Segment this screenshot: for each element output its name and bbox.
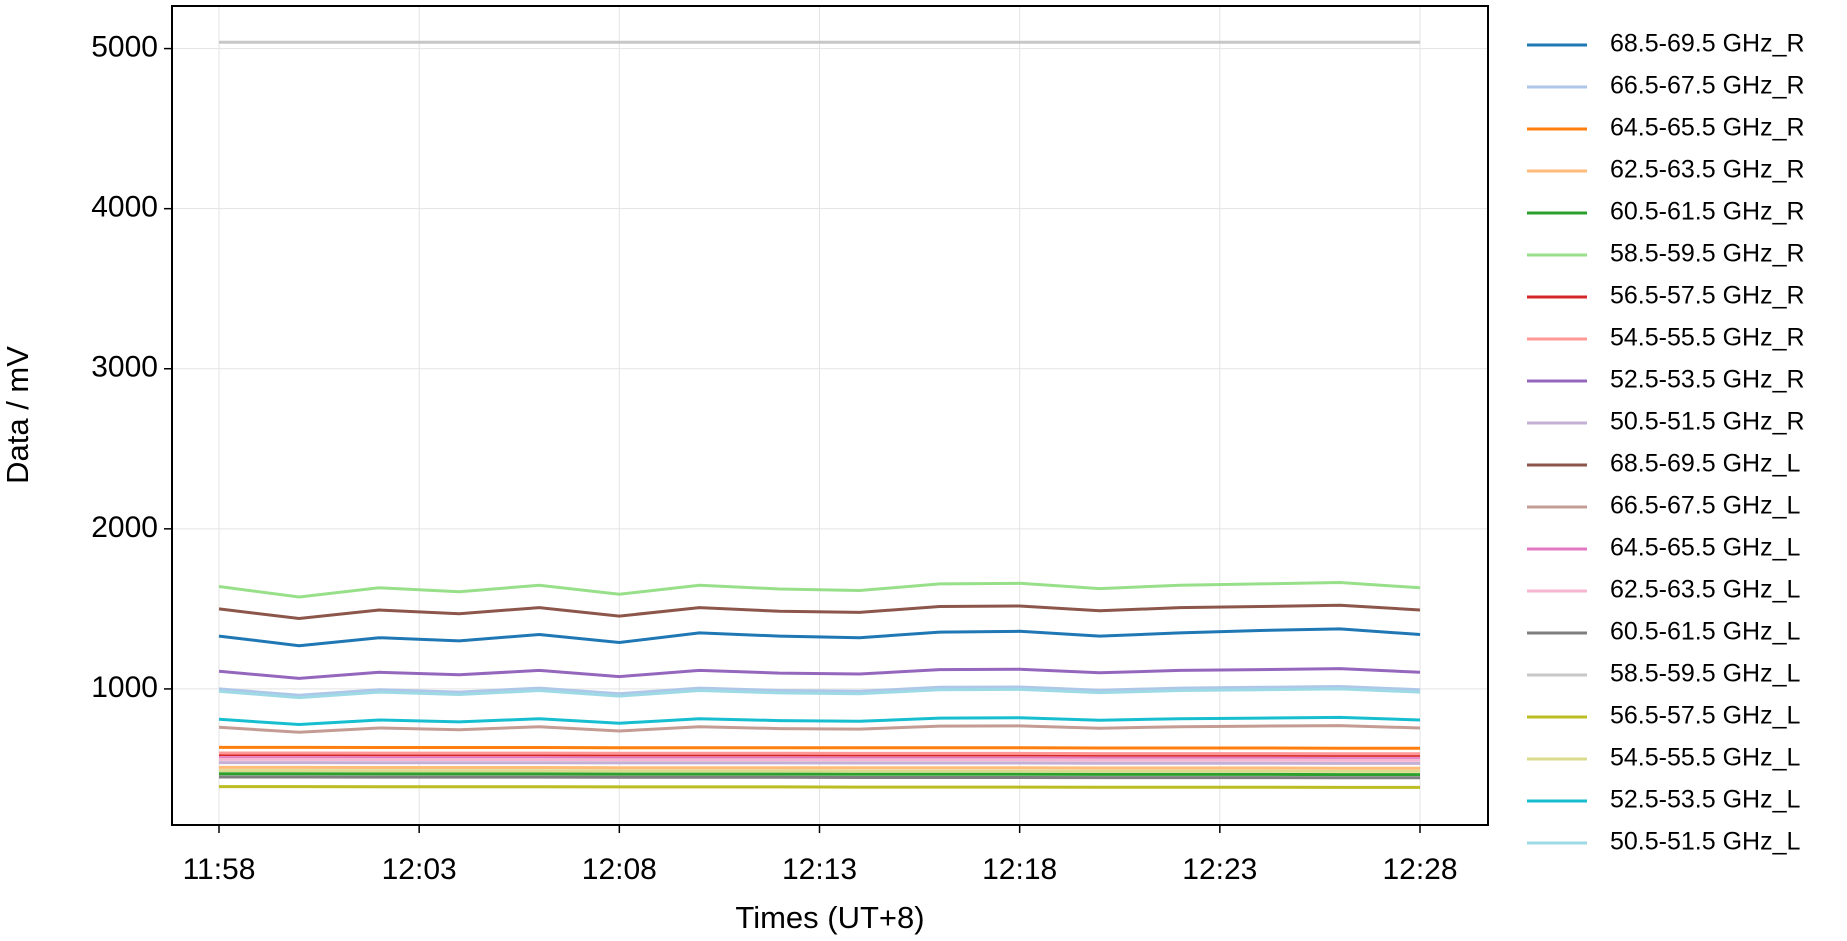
series-line (218, 667, 1421, 680)
series-line (218, 627, 1421, 648)
legend-label: 52.5-53.5 GHz_R (1610, 366, 1805, 394)
series-line (219, 785, 1420, 789)
x-axis-label: Times (UT+8) (735, 900, 924, 935)
legend-label: 52.5-53.5 GHz_L (1610, 786, 1800, 814)
x-tick-label: 12:23 (1182, 853, 1257, 886)
legend-label: 62.5-63.5 GHz_L (1610, 576, 1800, 604)
y-tick-label: 2000 (91, 511, 158, 544)
x-tick-label: 11:58 (183, 853, 256, 886)
x-tick-label: 12:13 (782, 853, 857, 886)
series-line (218, 603, 1421, 621)
series-line (219, 769, 1420, 773)
series-line (218, 580, 1421, 599)
series-line (218, 724, 1421, 734)
plot-frame (171, 5, 1489, 826)
y-tick-label: 3000 (91, 351, 158, 384)
series-line (219, 757, 1420, 762)
y-axis-label: Data / mV (0, 346, 35, 484)
series-line (219, 775, 1420, 780)
series-line (218, 687, 1421, 700)
legend-label: 68.5-69.5 GHz_L (1610, 450, 1800, 478)
series-line (219, 772, 1420, 777)
legend-label: 56.5-57.5 GHz_L (1610, 702, 1800, 730)
x-tick-label: 12:08 (582, 853, 657, 886)
legend-label: 68.5-69.5 GHz_R (1610, 30, 1805, 58)
legend-label: 60.5-61.5 GHz_L (1610, 618, 1800, 646)
series-line (219, 761, 1420, 765)
y-tick-label: 4000 (91, 191, 158, 224)
y-tick-label: 5000 (91, 31, 158, 64)
series-line (219, 756, 1420, 761)
legend-label: 58.5-59.5 GHz_L (1610, 660, 1800, 688)
legend-label: 60.5-61.5 GHz_R (1610, 198, 1805, 226)
legend-label: 64.5-65.5 GHz_L (1610, 534, 1800, 562)
legend-label: 66.5-67.5 GHz_L (1610, 492, 1800, 520)
legend-label: 58.5-59.5 GHz_R (1610, 240, 1805, 268)
x-tick-label: 12:03 (382, 853, 457, 886)
legend-label: 54.5-55.5 GHz_L (1610, 744, 1800, 772)
y-tick-label: 1000 (91, 671, 158, 704)
legend-label: 56.5-57.5 GHz_R (1610, 282, 1805, 310)
legend-label: 50.5-51.5 GHz_R (1610, 408, 1805, 436)
x-tick-label: 12:28 (1382, 853, 1457, 886)
legend-label: 50.5-51.5 GHz_L (1610, 828, 1800, 856)
series-line (219, 753, 1420, 757)
legend-label: 62.5-63.5 GHz_R (1610, 156, 1805, 184)
series-line (219, 745, 1420, 750)
series-line (218, 684, 1421, 697)
legend-label: 66.5-67.5 GHz_R (1610, 72, 1805, 100)
x-tick-label: 12:18 (982, 853, 1057, 886)
series-line (219, 765, 1420, 770)
legend-label: 64.5-65.5 GHz_R (1610, 114, 1805, 142)
legend-label: 54.5-55.5 GHz_R (1610, 324, 1805, 352)
series-line (219, 751, 1420, 756)
series-line (218, 715, 1421, 727)
